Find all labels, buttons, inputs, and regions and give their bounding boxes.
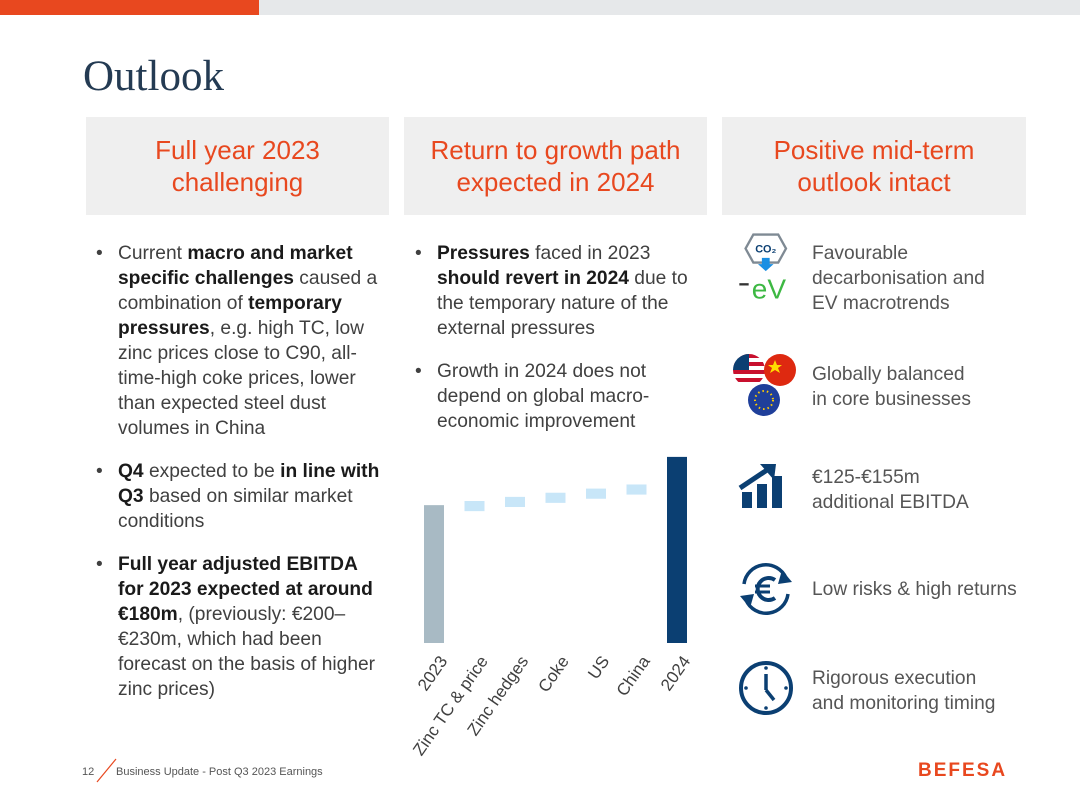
top-bar (259, 0, 1080, 15)
waterfall-bar-3 (545, 492, 566, 503)
bullet-text: due to the temporary nature of the exter… (437, 268, 688, 339)
waterfall-label-6: 2024 (657, 652, 694, 694)
co2-label: CO₂ (755, 243, 776, 255)
page-number: 12 (82, 766, 95, 778)
column-heading-2024: Return to growth path expected in 2024 (404, 117, 707, 215)
page-title: Outlook (83, 53, 224, 100)
footer-divider (96, 758, 117, 783)
euro-cycle-icon (740, 563, 792, 615)
growth-chart-icon (738, 464, 782, 508)
waterfall-bar-2 (505, 496, 525, 508)
ev-label: eV (752, 273, 787, 303)
waterfall-bar-5 (626, 484, 647, 495)
bullet-text: based on similar market conditions (118, 486, 353, 532)
feature-text-risks: Low risks & high returns (812, 579, 1017, 600)
waterfall-bar-1 (464, 501, 485, 512)
bullet-text: faced in 2023 (529, 243, 651, 264)
bullet-text: caused a combination of (118, 268, 378, 314)
waterfall-bar-4 (586, 488, 606, 499)
waterfall-label-3: Coke (534, 652, 572, 695)
bullet-text: expected to be (143, 461, 281, 482)
bullet-bold-text: Q4 (118, 461, 144, 482)
waterfall-label-0: 2023 (414, 652, 451, 694)
waterfall-bar-0 (424, 505, 444, 643)
bullet-list-2024: Pressures faced in 2023 should revert in… (415, 241, 707, 452)
waterfall-label-4: US (584, 652, 613, 682)
waterfall-label-5: China (613, 652, 654, 700)
feature-text-balanced: Globally balanced in core businesses (812, 364, 971, 410)
feature-text-decarbonisation: Favourable decarbonisation and EV macrot… (812, 243, 985, 314)
clock-icon (739, 661, 793, 715)
bullet-text: , e.g. high TC, low zinc prices close to… (118, 318, 365, 439)
column-heading-2023: Full year 2023 challenging (86, 117, 389, 215)
flags-icon (733, 354, 796, 416)
footer-text: Business Update - Post Q3 2023 Earnings (116, 766, 323, 778)
bullet-bold-text: temporary pressures (118, 293, 342, 339)
feature-text-ebitda: €125-€155m additional EBITDA (812, 467, 969, 513)
bullet-bold-text: Pressures (437, 243, 530, 264)
bullet-text: , (previously: €200–€230m, which had bee… (118, 604, 376, 700)
bullet-item: Pressures faced in 2023 should revert in… (415, 241, 707, 341)
bullet-list-2023: Current macro and market specific challe… (96, 241, 388, 720)
bullet-text: Current (118, 243, 188, 264)
co2-ev-icon: CO₂ eV (739, 233, 788, 303)
column-heading-midterm: Positive mid-term outlook intact (722, 117, 1026, 215)
bullet-bold-text: in line with Q3 (118, 461, 380, 507)
bullet-item: Growth in 2024 does not depend on global… (415, 359, 707, 434)
bullet-bold-text: macro and market specific challenges (118, 243, 353, 289)
bullet-item: Q4 expected to be in line with Q3 based … (96, 459, 388, 534)
bullet-item: Current macro and market specific challe… (96, 241, 388, 441)
feature-text-execution: Rigorous execution and monitoring timing (812, 668, 996, 714)
bullet-bold-text: should revert in 2024 (437, 268, 629, 289)
befesa-logo: BEFESA (918, 760, 1008, 781)
bullet-bold-text: Full year adjusted EBITDA for 2023 expec… (118, 554, 373, 625)
top-accent-bar (0, 0, 259, 15)
waterfall-bar-6 (667, 456, 687, 643)
bullet-text: Growth in 2024 does not depend on global… (437, 361, 650, 432)
bullet-item: Full year adjusted EBITDA for 2023 expec… (96, 552, 388, 702)
